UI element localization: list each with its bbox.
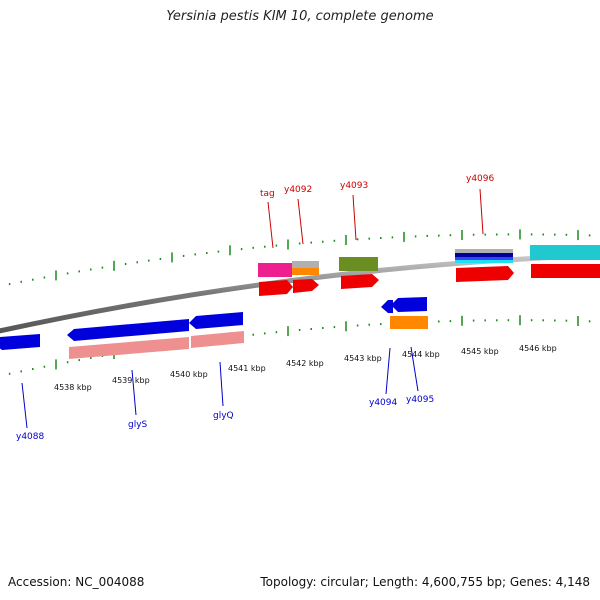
scale-label: 4546 kbp (519, 344, 557, 353)
scale-label: 4545 kbp (461, 347, 499, 356)
gene-label-glyS[interactable]: glyS (128, 420, 148, 430)
gene-label-tag[interactable]: tag (260, 189, 275, 199)
gene-labels: tag y4092 y4093 y4096 y4088 glyS glyQ y4… (16, 174, 495, 442)
gene-feature-y4096[interactable] (456, 266, 514, 282)
gene-feature-y4095[interactable] (391, 297, 427, 312)
cog-feature[interactable] (455, 260, 513, 263)
gene-feature-y4093[interactable] (341, 274, 379, 289)
scale-label: 4538 kbp (54, 383, 92, 392)
gene-feature[interactable] (531, 264, 600, 278)
map-title: Yersinia pestis KIM 10, complete genome (166, 9, 434, 24)
cog-feature[interactable] (258, 263, 292, 277)
scale-label: 4540 kbp (170, 370, 208, 379)
cog-feature[interactable] (530, 245, 600, 260)
scale-label: 4539 kbp (112, 376, 150, 385)
gene-label-y4088[interactable]: y4088 (16, 432, 45, 442)
gene-feature-glyQ[interactable] (189, 312, 243, 329)
genome-backbone (0, 252, 600, 334)
gene-feature-y4094[interactable] (381, 300, 393, 313)
cog-feature[interactable] (69, 337, 189, 359)
cog-feature[interactable] (455, 253, 513, 257)
genome-summary-text: Topology: circular; Length: 4,600,755 bp… (260, 575, 590, 589)
gene-feature-glyS[interactable] (67, 319, 189, 341)
cog-feature[interactable] (455, 249, 513, 253)
scale-labels: 4538 kbp 4539 kbp 4540 kbp 4541 kbp 4542… (54, 344, 557, 392)
scale-label: 4542 kbp (286, 359, 324, 368)
outer-tick-ring (8, 229, 591, 286)
gene-label-y4096[interactable]: y4096 (466, 174, 495, 184)
gene-label-y4092[interactable]: y4092 (284, 185, 312, 195)
gene-label-glyQ[interactable]: glyQ (213, 411, 234, 421)
accession-text: Accession: NC_004088 (8, 575, 145, 589)
gene-feature-y4092[interactable] (293, 279, 319, 293)
cog-feature[interactable] (390, 316, 428, 329)
reverse-strand-features (0, 297, 428, 359)
label-leaders (21, 188, 484, 429)
cog-feature[interactable] (339, 257, 378, 271)
cog-feature[interactable] (191, 331, 244, 348)
cog-feature[interactable] (292, 268, 319, 275)
cog-feature[interactable] (455, 257, 513, 260)
gene-label-y4093[interactable]: y4093 (340, 181, 368, 191)
scale-label: 4544 kbp (402, 350, 440, 359)
gene-label-y4095[interactable]: y4095 (406, 395, 434, 405)
forward-strand-features (258, 245, 600, 296)
gene-feature-y4088[interactable] (0, 334, 40, 350)
scale-label: 4543 kbp (344, 354, 382, 363)
scale-label: 4541 kbp (228, 364, 266, 373)
cog-feature[interactable] (292, 261, 319, 269)
gene-feature-tag[interactable] (259, 280, 293, 296)
gene-label-y4094[interactable]: y4094 (369, 398, 398, 408)
